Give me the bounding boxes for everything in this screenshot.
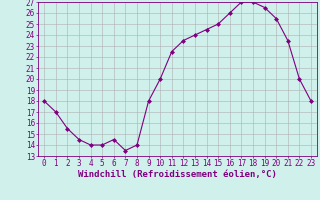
X-axis label: Windchill (Refroidissement éolien,°C): Windchill (Refroidissement éolien,°C) bbox=[78, 170, 277, 179]
